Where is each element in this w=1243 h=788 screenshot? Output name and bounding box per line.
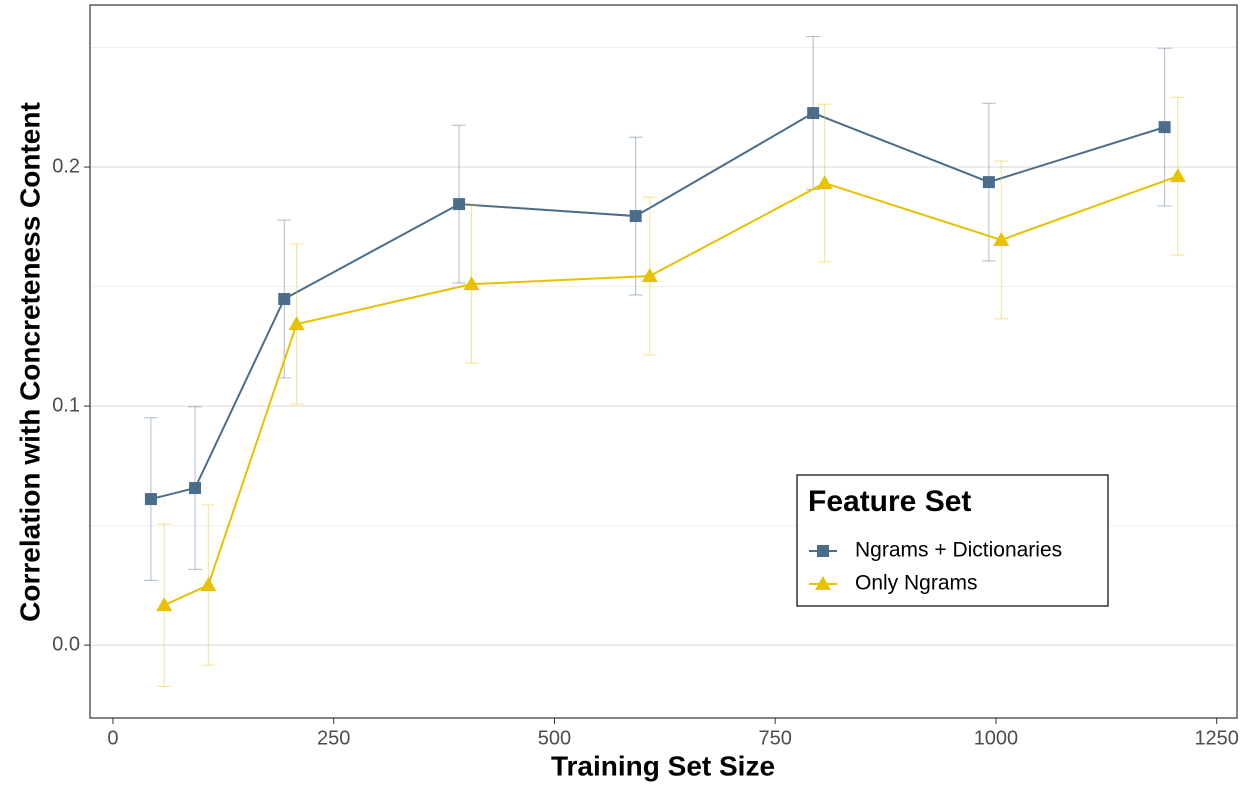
point	[189, 482, 202, 495]
point	[982, 176, 995, 189]
point	[156, 597, 173, 612]
point	[278, 292, 291, 305]
point	[200, 577, 217, 592]
point	[1169, 168, 1186, 183]
point	[1158, 121, 1171, 134]
legend-label: Ngrams + Dictionaries	[855, 539, 1062, 562]
y-tick-label: 0.2	[52, 155, 80, 177]
point	[453, 198, 466, 211]
y-tick-label: 0.0	[52, 633, 80, 655]
y-tick-label: 0.1	[52, 394, 80, 416]
series-line	[150, 111, 1165, 501]
legend-label: Only Ngrams	[855, 572, 978, 595]
series-line	[163, 175, 1179, 607]
x-axis-title: Training Set Size	[551, 750, 775, 781]
point	[144, 493, 157, 506]
legend-title: Feature Set	[808, 485, 971, 518]
point	[993, 231, 1010, 246]
point	[463, 276, 480, 291]
point	[807, 107, 820, 120]
x-tick-label: 500	[538, 727, 571, 749]
point	[816, 175, 833, 190]
legend-box	[796, 474, 1109, 607]
x-tick-label: 1000	[974, 727, 1019, 749]
x-tick-label: 750	[759, 727, 792, 749]
point	[641, 268, 658, 283]
x-tick-label: 1250	[1194, 727, 1239, 749]
x-tick-label: 250	[317, 727, 350, 749]
legend-marker	[815, 576, 831, 590]
point	[629, 210, 642, 223]
legend-marker	[817, 545, 829, 557]
y-axis-title: Correlation with Concreteness Content	[14, 102, 45, 622]
point	[288, 316, 305, 331]
plot-border	[89, 4, 1238, 719]
x-tick-label: 0	[107, 727, 118, 749]
